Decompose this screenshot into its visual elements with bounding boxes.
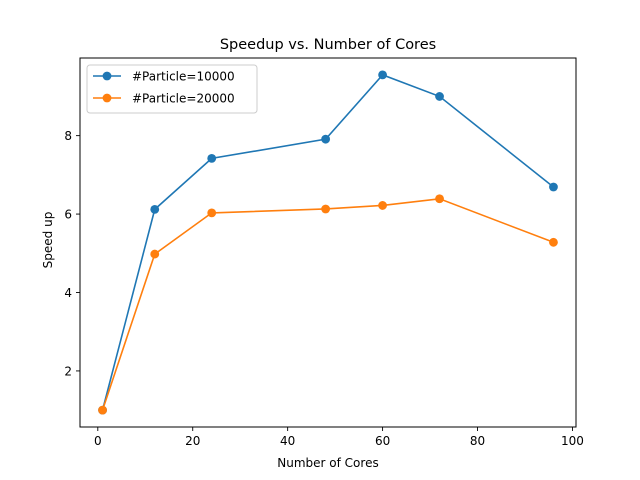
data-point: [378, 201, 387, 210]
data-point: [150, 249, 160, 259]
data-point: [150, 204, 160, 214]
data-point: [207, 208, 217, 218]
data-point: [321, 204, 331, 214]
x-tick-label: 100: [561, 434, 584, 448]
legend-box: [86, 64, 258, 114]
x-tick-label: 0: [94, 434, 102, 448]
legend: #Particle=10000 #Particle=20000: [86, 64, 258, 114]
x-tick-label: 40: [280, 434, 295, 448]
data-point: [378, 70, 387, 80]
plot-frame: [79, 57, 577, 428]
axis-ticks: 0 20 40 60 80 100 2 4 6 8: [64, 129, 584, 448]
series-2: [98, 194, 558, 415]
data-point: [549, 237, 558, 247]
data-point: [98, 405, 107, 415]
y-axis-label: Speed up: [41, 212, 55, 269]
legend-marker: [102, 71, 112, 81]
data-point: [435, 92, 444, 101]
data-point: [321, 134, 331, 144]
x-axis-label: Number of Cores: [277, 456, 378, 470]
plot-series: [98, 70, 558, 415]
data-point: [435, 194, 444, 204]
y-tick-label: 8: [64, 129, 72, 143]
x-tick-label: 80: [470, 434, 485, 448]
x-tick-label: 20: [185, 434, 200, 448]
data-point: [549, 182, 558, 192]
x-tick-label: 60: [375, 434, 390, 448]
y-tick-label: 4: [64, 286, 72, 300]
legend-marker: [102, 93, 112, 103]
y-tick-label: 2: [64, 364, 72, 378]
legend-label: #Particle=20000: [132, 92, 235, 106]
chart-title: Speedup vs. Number of Cores: [220, 37, 436, 53]
data-point: [207, 153, 217, 163]
y-tick-label: 6: [64, 208, 72, 222]
legend-label: #Particle=10000: [132, 70, 235, 84]
